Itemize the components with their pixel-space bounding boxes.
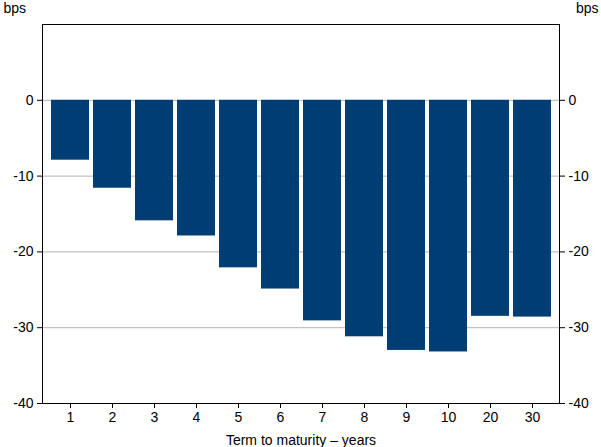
svg-text:10: 10 bbox=[441, 409, 457, 425]
svg-text:30: 30 bbox=[525, 409, 541, 425]
svg-text:-30: -30 bbox=[569, 319, 589, 335]
svg-text:-40: -40 bbox=[13, 395, 33, 411]
svg-text:6: 6 bbox=[277, 409, 285, 425]
svg-text:bps: bps bbox=[576, 0, 599, 16]
svg-text:8: 8 bbox=[361, 409, 369, 425]
svg-text:5: 5 bbox=[235, 409, 243, 425]
svg-text:bps: bps bbox=[4, 0, 27, 16]
svg-text:7: 7 bbox=[319, 409, 327, 425]
svg-text:-40: -40 bbox=[569, 395, 589, 411]
svg-text:4: 4 bbox=[193, 409, 201, 425]
svg-text:3: 3 bbox=[151, 409, 159, 425]
svg-text:9: 9 bbox=[403, 409, 411, 425]
svg-text:-20: -20 bbox=[13, 243, 33, 259]
svg-text:2: 2 bbox=[109, 409, 117, 425]
svg-text:-30: -30 bbox=[13, 319, 33, 335]
svg-text:-20: -20 bbox=[569, 243, 589, 259]
svg-text:Term to maturity – years: Term to maturity – years bbox=[226, 432, 376, 447]
svg-text:1: 1 bbox=[67, 409, 75, 425]
svg-text:20: 20 bbox=[483, 409, 499, 425]
svg-text:-10: -10 bbox=[569, 168, 589, 184]
svg-text:-10: -10 bbox=[13, 168, 33, 184]
svg-text:0: 0 bbox=[569, 92, 577, 108]
svg-text:0: 0 bbox=[26, 92, 34, 108]
